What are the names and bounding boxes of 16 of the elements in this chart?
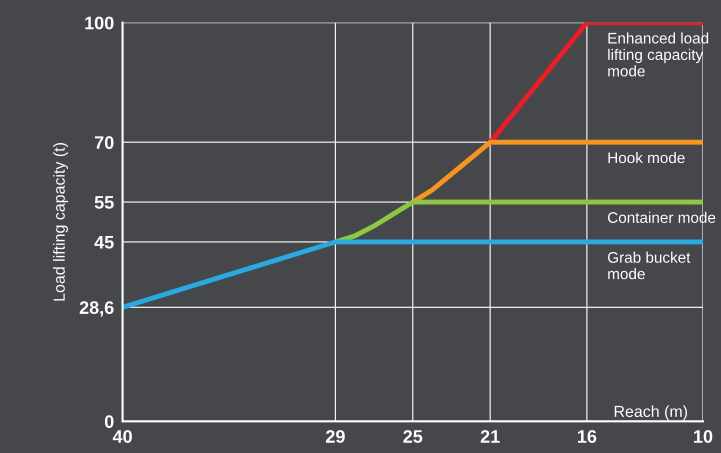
y-axis-title: Load lifting capacity (t): [53, 143, 68, 301]
y-tick-label: 28,6: [80, 301, 114, 317]
x-tick-label: 21: [480, 430, 500, 443]
x-tick-label: 16: [578, 430, 596, 443]
x-tick-label: 10: [694, 430, 712, 443]
series-label: Grab bucket mode: [608, 252, 690, 280]
y-tick-label: 45: [94, 236, 114, 249]
x-axis-title: Reach (m): [614, 405, 688, 420]
x-tick-label: 25: [403, 430, 422, 443]
x-tick-label: 40: [112, 430, 132, 443]
series-label: Hook mode: [608, 152, 685, 164]
y-tick-label: 100: [85, 16, 114, 30]
y-tick-label: 0: [104, 415, 114, 428]
y-tick-label: 55: [94, 196, 114, 209]
y-tick-label: 70: [94, 136, 114, 149]
x-tick-label: 29: [326, 430, 345, 443]
